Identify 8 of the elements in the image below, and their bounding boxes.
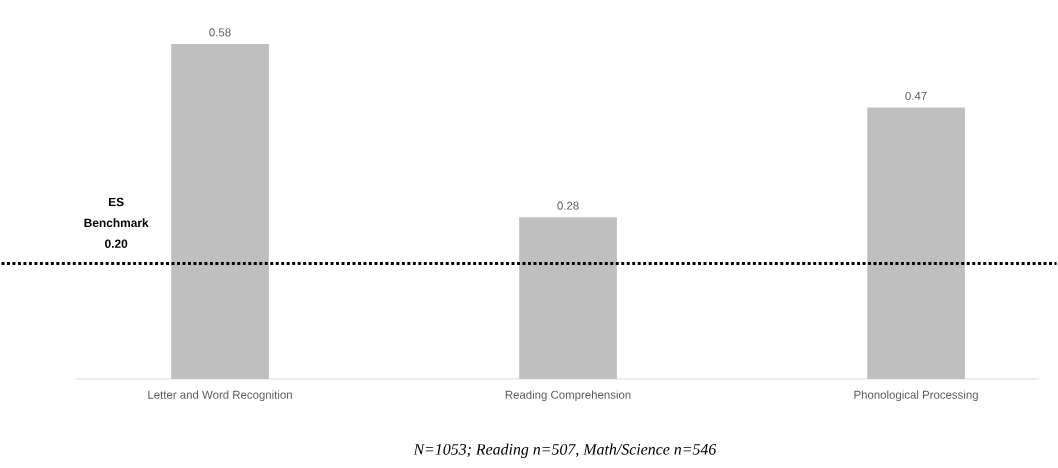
x-tick-label: Phonological Processing: [854, 390, 978, 402]
text: N=1053; Reading n=507, Math/Science n=546: [413, 443, 717, 459]
x-tick-label: Reading Comprehension: [505, 390, 631, 402]
ref-line-label: ES Benchmark 0.20: [84, 197, 149, 249]
x-tick-label: Letter and Word Recognition: [148, 390, 292, 402]
data-label: 0.47: [905, 92, 927, 101]
data-label: 0.28: [557, 201, 579, 210]
data-label: 0.58: [209, 28, 231, 37]
